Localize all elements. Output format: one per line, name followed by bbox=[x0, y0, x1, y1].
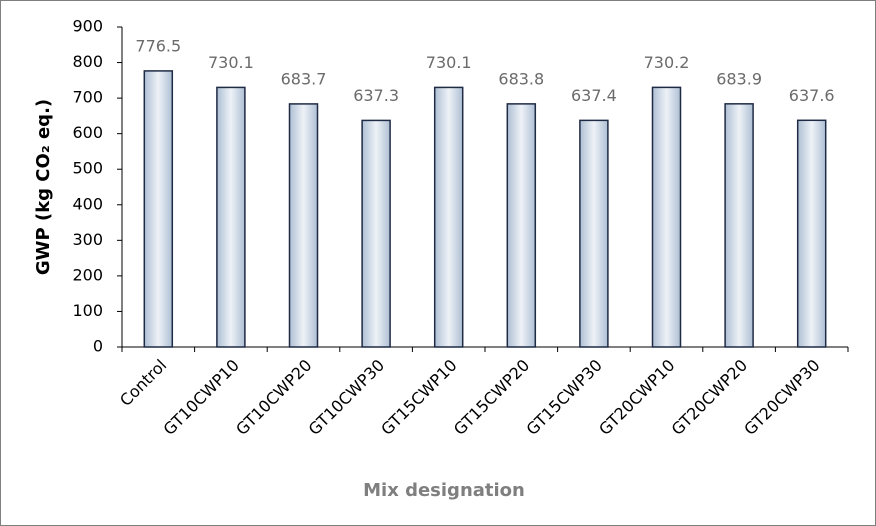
y-tick-label: 100 bbox=[72, 301, 103, 320]
bar bbox=[796, 119, 827, 348]
bar bbox=[216, 86, 246, 348]
bar bbox=[579, 119, 609, 348]
y-axis-title: GWP (kg CO₂ eq.) bbox=[33, 99, 54, 275]
bar bbox=[651, 86, 682, 348]
x-axis-title: Mix designation bbox=[363, 480, 525, 501]
y-tick-label: 700 bbox=[72, 88, 103, 107]
bar bbox=[288, 103, 319, 348]
value-label: 683.7 bbox=[281, 69, 327, 88]
value-label: 730.1 bbox=[208, 53, 254, 72]
y-tick-label: 0 bbox=[93, 337, 103, 356]
bar bbox=[506, 103, 537, 348]
y-tick-label: 500 bbox=[72, 159, 103, 178]
bar bbox=[724, 103, 754, 348]
bar bbox=[143, 70, 174, 348]
bar bbox=[433, 86, 464, 348]
value-label: 637.6 bbox=[789, 86, 835, 105]
y-tick-label: 400 bbox=[72, 194, 103, 213]
y-tick-label: 600 bbox=[72, 123, 103, 142]
y-tick-label: 800 bbox=[72, 52, 103, 71]
value-label: 776.5 bbox=[135, 36, 181, 55]
bar bbox=[361, 119, 391, 348]
value-label: 730.2 bbox=[644, 53, 690, 72]
value-label: 637.4 bbox=[571, 86, 617, 105]
value-label: 637.3 bbox=[353, 86, 399, 105]
value-label: 683.9 bbox=[716, 69, 762, 88]
y-tick-label: 200 bbox=[72, 265, 103, 284]
y-tick-label: 300 bbox=[72, 230, 103, 249]
value-label: 683.8 bbox=[498, 69, 544, 88]
value-label: 730.1 bbox=[426, 53, 472, 72]
y-tick-label: 900 bbox=[72, 17, 103, 36]
